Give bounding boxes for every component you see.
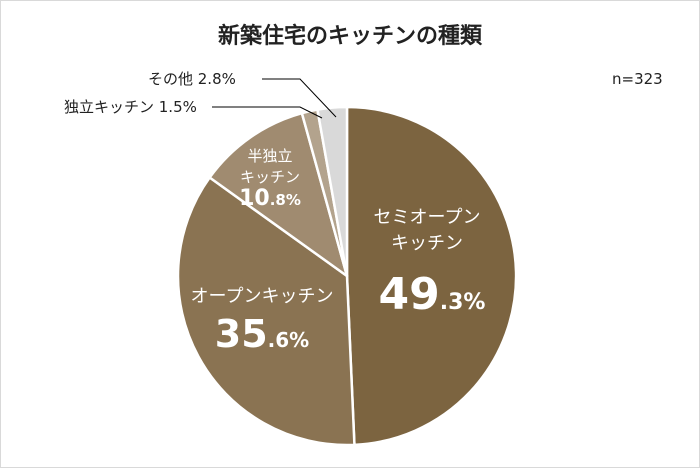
chart-title: 新築住宅のキッチンの種類 — [217, 24, 482, 49]
slice-value-semi-open-decimal: .3% — [440, 290, 486, 315]
slice-value-semi-independent-main: 10 — [239, 186, 270, 211]
slice-label-open: オープンキッチン — [191, 286, 334, 307]
slice-label-semi-independent-line2: キッチン — [240, 168, 300, 186]
slice-value-semi-open-main: 49 — [379, 269, 440, 320]
leader-line-independent — [212, 106, 323, 119]
leader-line-other — [262, 78, 337, 118]
slice-label-semi-open-line2: キッチン — [391, 233, 463, 254]
slice-value-semi-independent-decimal: .8% — [270, 191, 301, 209]
slice-value-semi-open: 49.3% — [379, 269, 486, 320]
slice-other — [316, 105, 349, 278]
slice-open — [176, 176, 356, 447]
slice-label-independent: 独立キッチン 1.5% — [64, 98, 197, 116]
slice-value-semi-independent: 10.8% — [239, 186, 301, 211]
sample-size-note: n=323 — [612, 70, 663, 88]
slice-value-open-decimal: .6% — [268, 328, 310, 352]
slice-value-open: 35.6% — [215, 312, 309, 356]
slice-value-open-main: 35 — [215, 312, 268, 356]
slice-label-other: その他 2.8% — [148, 70, 236, 88]
slice-label-semi-independent-line1: 半独立 — [247, 147, 292, 165]
slice-semi-open — [345, 105, 518, 447]
slice-label-semi-open-line1: セミオープン — [374, 207, 481, 228]
